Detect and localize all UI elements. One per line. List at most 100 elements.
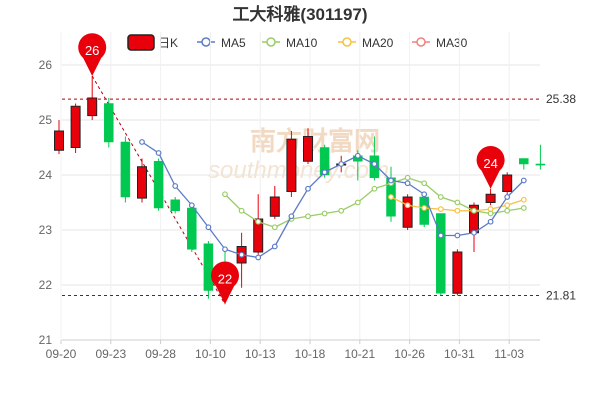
candle (203, 241, 214, 299)
candle (436, 213, 446, 296)
ma10-point (487, 210, 494, 217)
candle-body (452, 251, 463, 294)
legend-swatch-dayk (127, 34, 155, 51)
price-pin: 24 (476, 146, 505, 189)
ma10-point (222, 191, 228, 198)
ma5-point (288, 213, 295, 220)
candle (70, 103, 81, 153)
candle-body (269, 196, 280, 217)
candle-body (203, 243, 214, 291)
ma10-point (255, 218, 262, 225)
ma10-point (371, 185, 378, 192)
x-tick-label: 10-26 (394, 347, 425, 361)
y-tick-label: 26 (39, 58, 53, 72)
ma20-point (504, 202, 511, 209)
candle-body (70, 105, 81, 148)
candle-body (187, 207, 197, 250)
candle (535, 144, 546, 170)
candle (269, 186, 280, 219)
chart-title: 工大科雅(301197) (232, 4, 367, 24)
ref-line-label: 25.38 (546, 92, 576, 106)
watermark-primary: 南方财富网 (250, 126, 380, 156)
y-tick-label: 23 (39, 223, 53, 237)
pin-label: 24 (483, 156, 497, 171)
x-tick-label: 10-13 (245, 347, 276, 361)
candle-body (519, 158, 529, 165)
ma20-point (421, 205, 428, 211)
candle (54, 120, 64, 155)
ma5-point (487, 218, 494, 225)
legend-label-dayk: 日K (158, 36, 178, 50)
ma20-point (520, 196, 527, 203)
ma10-point (504, 207, 511, 214)
x-tick-label: 09-20 (46, 347, 77, 361)
price-pin: 26 (78, 33, 107, 76)
candle (187, 205, 197, 252)
candle (485, 188, 496, 206)
candle-body (502, 174, 513, 192)
candle-body (104, 103, 114, 143)
y-tick-label: 24 (39, 168, 53, 182)
x-tick-label: 11-03 (494, 347, 524, 361)
candle-body (170, 199, 180, 211)
legend-marker-ma5 (201, 37, 211, 47)
candle-body (485, 193, 496, 203)
ma5-point (437, 232, 444, 239)
pin-marker (476, 146, 505, 189)
pin-marker (211, 261, 239, 305)
ma10-point (471, 207, 477, 214)
ma5-point (454, 232, 461, 239)
candle (137, 158, 147, 203)
candle (120, 136, 131, 203)
ma5-point (155, 150, 162, 156)
candle (153, 158, 164, 211)
legend-marker-ma30 (416, 37, 426, 47)
legend-label-ma10: MA10 (286, 36, 318, 50)
candle (502, 172, 513, 195)
ma20-point (388, 194, 394, 200)
ma10-point (520, 205, 527, 211)
ma5-point (471, 229, 477, 236)
legend-label-ma20: MA20 (362, 36, 394, 50)
ma10-point (437, 194, 444, 200)
ma5-point (271, 243, 278, 250)
x-tick-label: 10-18 (295, 347, 326, 361)
ma20-point (437, 206, 444, 213)
candle (303, 128, 313, 164)
price-pin: 22 (211, 261, 239, 305)
legend-label-ma5: MA5 (221, 36, 246, 50)
ma5-point (255, 254, 262, 261)
moving-average-lines (139, 139, 527, 261)
candle (236, 232, 247, 288)
y-tick-label: 21 (39, 333, 53, 347)
ma10-point (238, 207, 245, 214)
candle-body (120, 141, 131, 198)
x-tick-label: 10-10 (195, 347, 226, 361)
candle-body (153, 161, 164, 209)
candle-body (137, 166, 147, 199)
price-pins: 26 22 24 (78, 33, 505, 305)
ma5-point (305, 185, 311, 192)
ma5-point (504, 194, 511, 200)
candles (54, 76, 546, 305)
ma5-point (321, 169, 328, 176)
candle (170, 197, 180, 214)
legend-label-ma30: MA30 (436, 36, 468, 50)
y-tick-label: 25 (39, 113, 53, 127)
x-tick-label: 09-23 (95, 347, 126, 361)
candle (402, 194, 413, 230)
ma20-point (404, 202, 411, 209)
candle (104, 98, 114, 148)
legend-marker-ma10 (266, 37, 276, 47)
ma20-point (454, 207, 461, 214)
ma5-point (520, 177, 527, 184)
ma10-point (454, 199, 461, 206)
ma5-point (222, 246, 228, 253)
candle (87, 76, 98, 120)
pin-marker (78, 33, 107, 76)
x-tick-label: 10-31 (444, 347, 475, 361)
grid (60, 32, 540, 341)
ma5-point (338, 161, 345, 167)
candle-body (436, 213, 446, 294)
